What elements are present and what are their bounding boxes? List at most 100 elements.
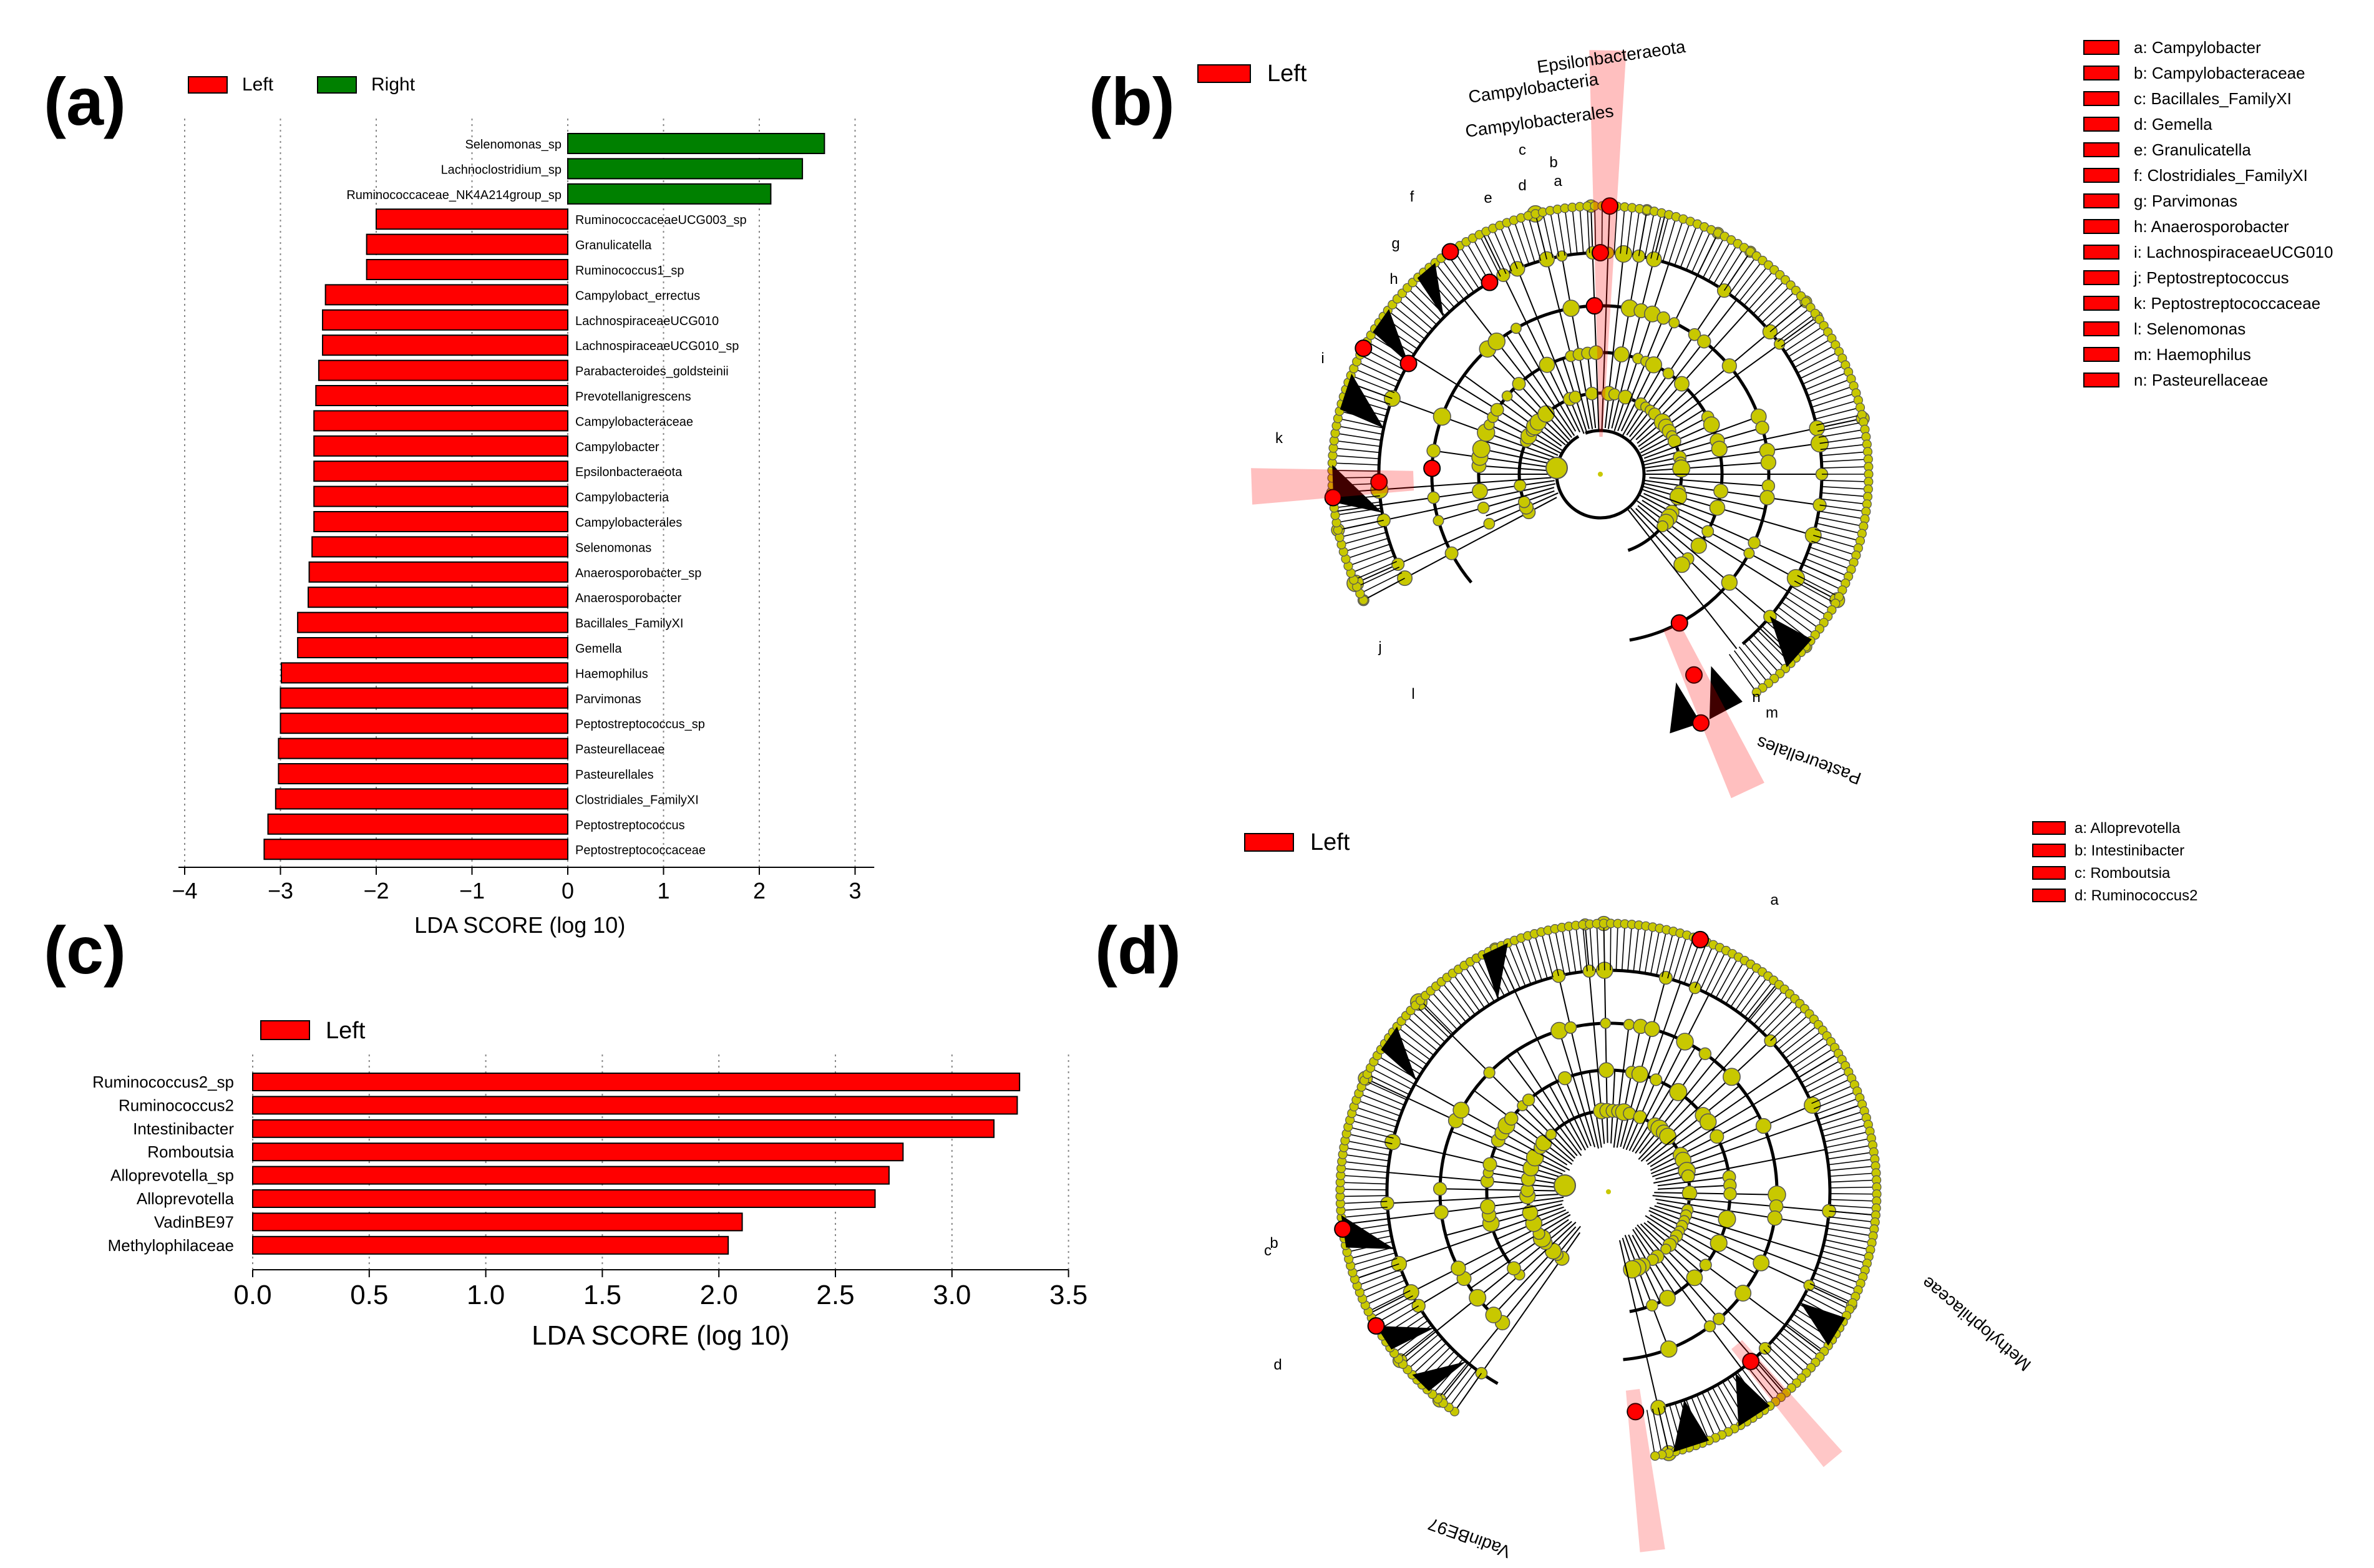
collapsed-clade — [1769, 616, 1812, 668]
taxon-node — [1434, 1205, 1449, 1220]
leaf-branch — [1507, 943, 1526, 987]
bar — [318, 359, 568, 381]
leaf-branch — [1360, 572, 1403, 594]
leaf-branch — [1356, 567, 1400, 588]
phylum-node — [1554, 1174, 1576, 1197]
clade-letter: c — [1519, 142, 1526, 158]
bar-label: Peptostreptococcus_sp — [575, 718, 705, 731]
x-tick-label: 2 — [753, 878, 766, 903]
leaf-branch — [1825, 1137, 1872, 1149]
leaf-branch — [1620, 207, 1625, 254]
leaf-branch — [1464, 965, 1490, 1006]
leaf-branch — [1367, 1073, 1410, 1096]
leaf-branch — [1336, 425, 1383, 435]
branch — [1630, 507, 1683, 565]
leaf-branch — [1579, 207, 1584, 254]
taxon-node — [1767, 1210, 1783, 1226]
taxon-node — [1710, 1234, 1728, 1252]
bar — [252, 1142, 904, 1162]
branch — [1629, 299, 1738, 437]
leaf-branch — [1340, 1189, 1388, 1191]
root-node — [1598, 472, 1603, 477]
bar — [267, 813, 568, 835]
leaf-branch — [1713, 243, 1738, 285]
bar-label: Selenomonas_sp — [465, 138, 562, 152]
leaf-branch — [1343, 1154, 1389, 1162]
panel-label-d: (d) — [1095, 912, 1181, 988]
x-tick-label: 0.5 — [350, 1280, 388, 1310]
collapsed-clade — [1373, 309, 1409, 364]
clade-letter: b — [1549, 154, 1557, 171]
marker-node — [1423, 459, 1441, 477]
branch — [1489, 1200, 1564, 1216]
bar-label: Campylobact_errectus — [575, 289, 700, 303]
leaf-branch — [1821, 1250, 1867, 1264]
leaf-branch — [1829, 1179, 1877, 1183]
leaf-branch — [1350, 1252, 1396, 1267]
taxon-node — [1391, 557, 1405, 571]
branch — [1487, 348, 1570, 441]
taxon-node — [1688, 328, 1701, 341]
taxon-node — [1758, 1342, 1772, 1355]
taxon-node — [1631, 1065, 1649, 1083]
taxon-node — [1403, 1284, 1419, 1301]
legend-swatch — [2083, 321, 2119, 336]
x-tick-label: −4 — [172, 878, 197, 903]
leaf-branch — [1575, 925, 1582, 972]
leaf-branch — [1332, 455, 1379, 460]
collapsed-clade — [1381, 1026, 1417, 1081]
taxon-node — [1656, 311, 1670, 325]
leaf-branch — [1820, 1256, 1866, 1271]
bar-label: Campylobacteraceae — [575, 415, 693, 429]
leaf-branch — [1753, 988, 1785, 1025]
leaf-branch — [1613, 206, 1618, 253]
collapsed-clade — [1376, 1326, 1434, 1350]
leaf-branch — [1689, 942, 1708, 986]
branch — [1650, 1114, 1759, 1171]
leaf-branch — [1673, 935, 1688, 980]
bar — [252, 1073, 1021, 1091]
leaf-branch — [1348, 1247, 1394, 1260]
legend-label-left: Left — [242, 74, 274, 95]
leaf-branch — [1499, 225, 1518, 270]
taxon-node — [1644, 1021, 1660, 1037]
legend-swatch-left — [1197, 64, 1251, 83]
branch — [1616, 1026, 1642, 1148]
leaf-branch — [1356, 361, 1400, 382]
leaf-branch — [1434, 262, 1465, 300]
leaf-branch — [1514, 940, 1532, 985]
legend-label-left: Left — [1267, 61, 1307, 87]
leaf-branch — [1691, 230, 1712, 273]
clade-letter: l — [1411, 686, 1414, 703]
leaf-branch — [1701, 1392, 1723, 1436]
taxon-node — [1709, 499, 1726, 516]
leaf-branch — [1754, 1357, 1787, 1393]
leaf-branch — [1806, 1071, 1849, 1094]
bar — [252, 1212, 743, 1232]
branch — [1590, 206, 1600, 431]
leaf-branch — [1729, 654, 1757, 693]
marker-node — [1592, 244, 1609, 261]
bar — [324, 284, 569, 306]
leaf-branch — [1582, 924, 1588, 971]
leaf-branch — [1777, 606, 1816, 636]
leaf-branch — [1824, 1131, 1870, 1142]
branch — [1649, 477, 1769, 487]
legend-item: f: Clostridiales_FamilyXI — [2134, 166, 2308, 185]
leaf-branch — [1794, 1047, 1836, 1073]
branch — [1643, 442, 1820, 469]
leaf-branch — [1594, 206, 1597, 253]
leaf-branch — [1775, 1337, 1812, 1368]
leaf-branch — [1816, 1097, 1861, 1115]
legend-swatch — [2083, 245, 2119, 260]
bar-label: Methylophilaceae — [108, 1236, 234, 1255]
branch — [1484, 1221, 1577, 1307]
leaf-branch — [1355, 1263, 1399, 1280]
bar — [252, 1096, 1018, 1115]
leaf-branch — [1350, 374, 1395, 394]
leaf-branch — [1646, 1410, 1656, 1456]
leaf-branch — [1442, 1366, 1473, 1404]
taxon-node — [1759, 490, 1775, 505]
leaf-branch — [1826, 1227, 1874, 1237]
leaf-branch — [1741, 1368, 1771, 1406]
